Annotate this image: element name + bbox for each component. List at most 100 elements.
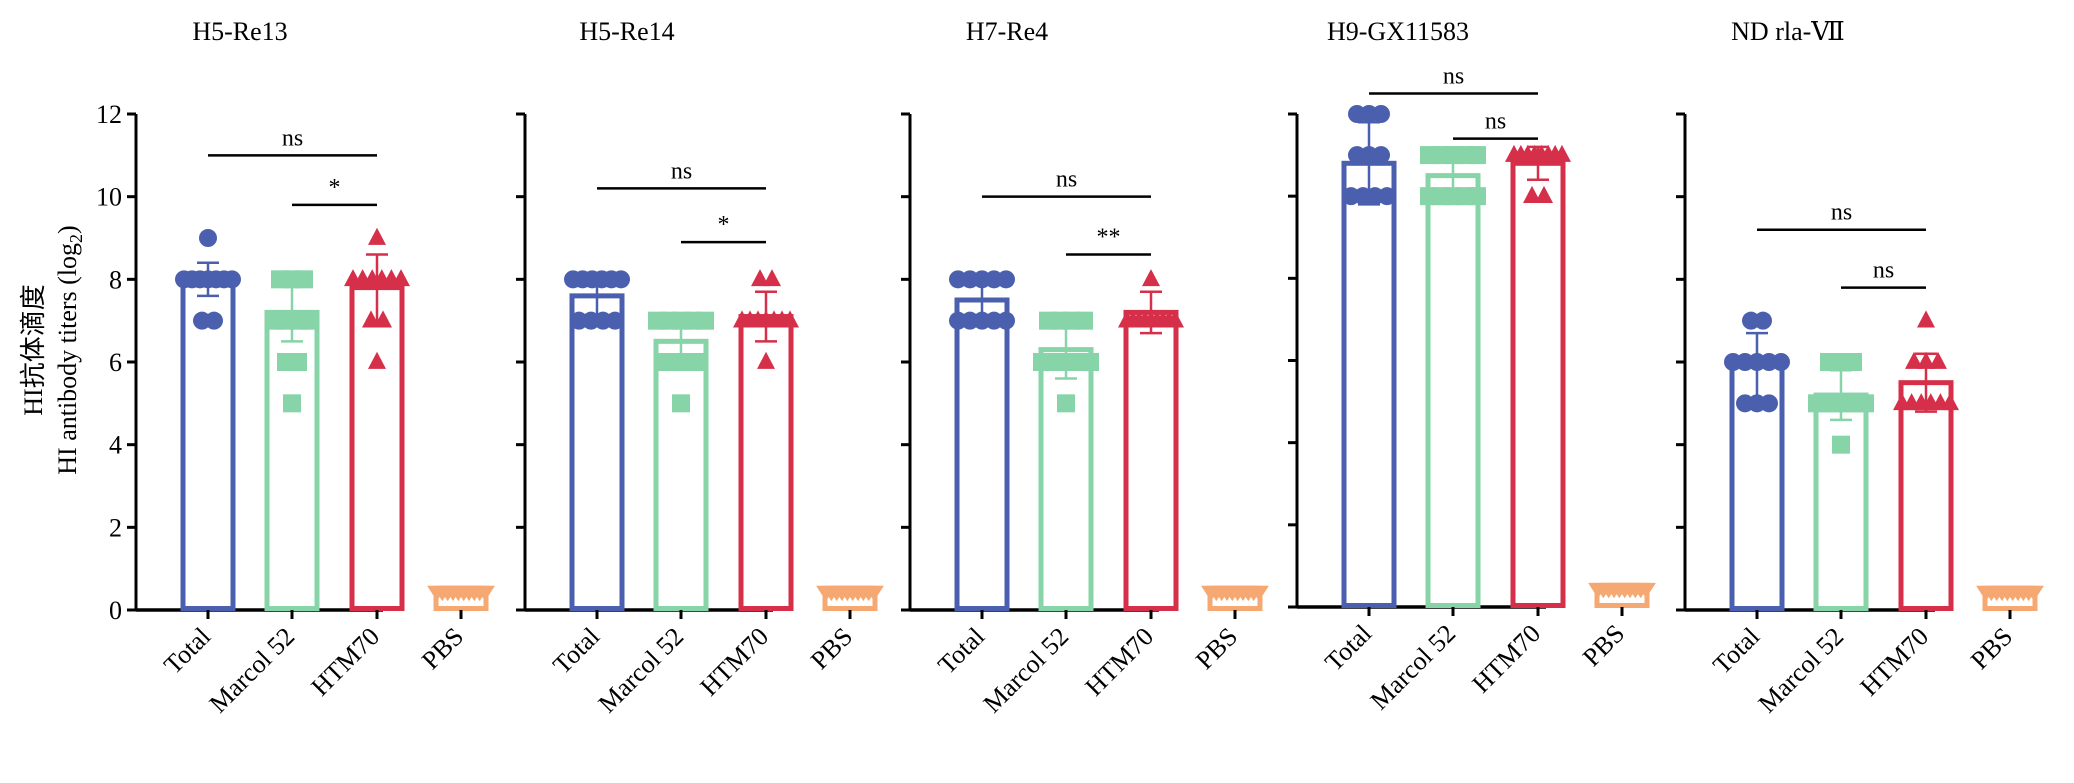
bar bbox=[1341, 160, 1397, 609]
y-axis-label-main: HI antibody titers (log bbox=[53, 243, 82, 475]
group-htm70 bbox=[1893, 310, 1959, 611]
data-point bbox=[763, 269, 781, 287]
group-marcol-52 bbox=[1033, 311, 1099, 611]
group-htm70 bbox=[1118, 269, 1184, 611]
significance-label: * bbox=[718, 212, 730, 238]
bar bbox=[954, 297, 1010, 611]
panel-title: ND rla-Ⅶ bbox=[1731, 17, 1845, 46]
y-axis-label-subscript: 2 bbox=[66, 234, 86, 243]
x-tick-label: Marcol 52 bbox=[1365, 619, 1462, 716]
data-point bbox=[997, 270, 1015, 289]
y-axis-label-cn: HI抗体滴度 bbox=[19, 284, 48, 415]
data-point bbox=[781, 310, 799, 328]
data-point bbox=[1917, 310, 1935, 328]
data-point bbox=[612, 270, 630, 289]
data-point bbox=[696, 311, 714, 330]
group-htm70 bbox=[344, 227, 410, 611]
bar bbox=[569, 293, 625, 611]
significance-label: ns bbox=[1443, 63, 1464, 89]
x-tick-label: PBS bbox=[805, 622, 858, 675]
data-point bbox=[1057, 394, 1075, 413]
data-point bbox=[1754, 311, 1772, 330]
data-point bbox=[374, 310, 392, 328]
data-point bbox=[690, 353, 708, 371]
panel-title: H5-Re13 bbox=[192, 17, 287, 46]
significance-label: ns bbox=[1056, 167, 1077, 193]
y-axis-label-en: HI antibody titers (log2) bbox=[53, 225, 86, 474]
group-marcol-52 bbox=[648, 311, 714, 611]
data-point bbox=[1917, 351, 1935, 369]
group-htm70 bbox=[733, 269, 799, 611]
data-point bbox=[672, 394, 690, 413]
data-point bbox=[1372, 146, 1390, 165]
bar bbox=[653, 338, 709, 611]
data-point bbox=[223, 270, 241, 289]
x-tick-label: Marcol 52 bbox=[593, 622, 690, 719]
bar bbox=[1898, 380, 1954, 611]
bar bbox=[1038, 347, 1094, 611]
data-point bbox=[1856, 394, 1874, 413]
data-point bbox=[1832, 435, 1850, 454]
x-tick-label: PBS bbox=[416, 622, 469, 675]
data-point bbox=[1523, 185, 1541, 204]
x-tick-label: Total bbox=[932, 622, 990, 680]
significance-label: ns bbox=[1485, 109, 1506, 135]
data-point bbox=[301, 311, 319, 330]
y-tick-label: 6 bbox=[109, 348, 122, 377]
y-axis-label: HI抗体滴度 HI antibody titers (log2) bbox=[19, 225, 86, 474]
data-point bbox=[1844, 353, 1862, 371]
group-htm70 bbox=[1505, 144, 1571, 609]
x-tick-label: HTM70 bbox=[1466, 619, 1546, 699]
data-point bbox=[997, 311, 1015, 330]
data-point bbox=[368, 351, 386, 369]
data-point bbox=[475, 585, 495, 602]
data-point bbox=[1636, 582, 1656, 599]
data-point bbox=[205, 311, 223, 330]
data-point bbox=[1468, 146, 1486, 165]
data-point bbox=[1760, 394, 1778, 413]
group-marcol-52 bbox=[1808, 353, 1874, 612]
data-point bbox=[1905, 351, 1923, 369]
significance-label: ** bbox=[1097, 225, 1121, 251]
data-point bbox=[606, 311, 624, 330]
data-point bbox=[1553, 144, 1571, 162]
data-point bbox=[1772, 353, 1790, 371]
data-point bbox=[1929, 351, 1947, 369]
data-point bbox=[751, 269, 769, 287]
x-tick-label: PBS bbox=[1190, 622, 1243, 675]
panel-title: H7-Re4 bbox=[966, 17, 1048, 46]
y-tick-label: 8 bbox=[109, 265, 122, 294]
panel-title: H9-GX11583 bbox=[1327, 17, 1469, 46]
significance-label: * bbox=[329, 175, 341, 201]
group-pbs bbox=[1588, 582, 1656, 608]
x-tick-label: HTM70 bbox=[1854, 622, 1934, 702]
data-point bbox=[757, 351, 775, 369]
group-total bbox=[1724, 311, 1790, 611]
data-point bbox=[289, 353, 307, 371]
x-tick-label: Total bbox=[547, 622, 605, 680]
y-tick-label: 4 bbox=[109, 431, 122, 460]
significance-label: ns bbox=[282, 125, 303, 151]
data-point bbox=[1081, 353, 1099, 371]
significance-label: ns bbox=[1873, 258, 1894, 284]
data-point bbox=[1468, 187, 1486, 206]
data-point bbox=[295, 270, 313, 289]
data-point bbox=[1075, 311, 1093, 330]
data-point bbox=[1166, 310, 1184, 328]
group-marcol-52 bbox=[264, 270, 320, 611]
data-point bbox=[1941, 393, 1959, 411]
data-point bbox=[199, 229, 217, 247]
x-tick-label: Marcol 52 bbox=[204, 622, 301, 719]
data-point bbox=[368, 227, 386, 245]
bar bbox=[1813, 392, 1869, 612]
bar bbox=[264, 309, 320, 611]
x-tick-label: HTM70 bbox=[694, 622, 774, 702]
group-pbs bbox=[816, 585, 884, 612]
group-pbs bbox=[427, 585, 495, 612]
x-tick-label: Marcol 52 bbox=[978, 622, 1075, 719]
x-tick-label: PBS bbox=[1577, 619, 1630, 672]
